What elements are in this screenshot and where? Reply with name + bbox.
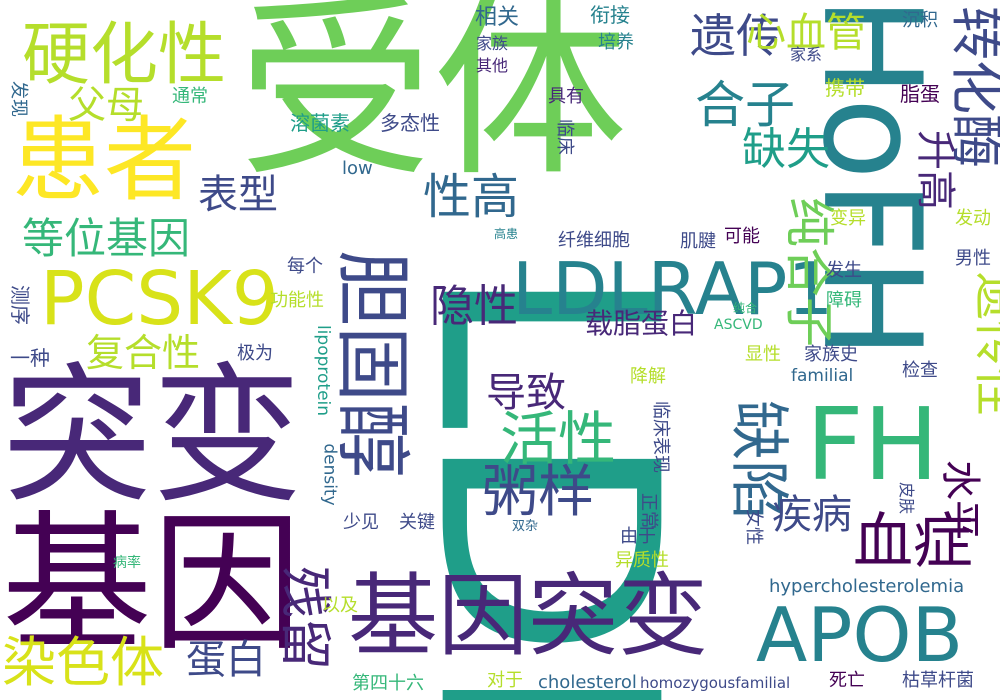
word: 高患 — [494, 227, 519, 241]
word: 培养 — [598, 32, 634, 53]
word: 水平 — [937, 460, 983, 540]
word: 残留 — [274, 565, 335, 671]
word: 纯合 — [733, 301, 758, 315]
word: 导致 — [486, 370, 566, 416]
word: 蛋白 — [186, 637, 266, 683]
word: low — [342, 158, 373, 179]
word: 双杂 — [512, 519, 539, 534]
word: 胆固醇 — [328, 250, 417, 478]
word: 发现 — [8, 81, 29, 117]
word: 发动 — [955, 208, 991, 229]
word: 脂蛋 — [900, 82, 940, 106]
word: 复合性 — [86, 331, 201, 375]
word: 病率 — [113, 555, 141, 571]
word: 活性 — [500, 405, 617, 473]
word: ASCVD — [714, 317, 763, 333]
word: 受体 — [238, 0, 628, 203]
word: 正常 — [638, 493, 659, 529]
word: 隐性 — [430, 281, 518, 332]
word: 疾病 — [772, 492, 852, 538]
word: 死亡 — [829, 670, 865, 691]
word: familial — [791, 366, 854, 386]
word: 性高 — [423, 169, 520, 225]
word: 障碍 — [826, 290, 862, 311]
word: 检查 — [902, 360, 938, 381]
word: 关键 — [399, 512, 435, 533]
word: 合子 — [695, 76, 795, 134]
word: 临床表现 — [650, 401, 671, 473]
word: 枯草杆菌 — [902, 670, 974, 691]
word: 第四十六 — [352, 673, 424, 694]
word: hypercholesterolemia — [769, 576, 965, 597]
word: 发生 — [826, 260, 862, 281]
word: 男性 — [955, 248, 991, 269]
word: 以及 — [322, 595, 358, 616]
word: 升高 — [912, 130, 958, 210]
word: density — [319, 443, 340, 506]
word: 多态性 — [380, 111, 440, 135]
word: 携带 — [825, 76, 865, 100]
word: 家族 — [476, 34, 509, 53]
word: 极为 — [237, 343, 273, 364]
word: 遗传性 — [969, 271, 1000, 417]
word: 纤维细胞 — [558, 230, 630, 251]
word: 显性 — [745, 344, 781, 365]
word: 变异 — [830, 208, 866, 229]
word: 硬化性 — [22, 16, 227, 95]
word: 女性 — [743, 509, 764, 545]
word: 溶菌素 — [290, 111, 350, 135]
word: PCSK9 — [40, 256, 279, 342]
word: APOB — [756, 591, 964, 679]
word: 肌腱 — [680, 231, 716, 252]
word: 皮肤 — [897, 481, 917, 515]
word: LDLRAP1 — [512, 247, 834, 331]
word: 心血管 — [746, 10, 866, 56]
word: 遗传 — [690, 9, 782, 63]
word: 异质性 — [615, 550, 669, 571]
word: 对于 — [487, 670, 523, 691]
word: 染色体 — [2, 631, 164, 694]
word: 沉积 — [902, 10, 938, 31]
word: 父母 — [68, 83, 145, 127]
word: 患者 — [12, 107, 197, 214]
word: 通常 — [172, 86, 208, 107]
word: 少见 — [343, 512, 379, 533]
word: cholesterol — [538, 672, 637, 693]
word: 测序 — [8, 285, 32, 325]
word: homozygousfamilial — [640, 674, 791, 692]
word: lipoprotein — [313, 324, 334, 417]
word: 临床 — [554, 119, 575, 155]
word: 等位基因 — [22, 214, 191, 263]
word: 其他 — [476, 56, 509, 75]
word: 基因突变 — [348, 564, 708, 669]
word: 可能 — [724, 226, 760, 247]
word: 粥样 — [482, 460, 594, 525]
word: 家族史 — [804, 344, 858, 365]
word: 突变 — [2, 350, 303, 524]
word: 载脂蛋白 — [585, 307, 698, 340]
word: 由于 — [620, 526, 656, 547]
word: 基因 — [2, 498, 303, 672]
word: 衔接 — [590, 3, 630, 27]
word: 表型 — [198, 172, 278, 218]
word: 缺失 — [742, 124, 830, 175]
word: 具有 — [548, 86, 584, 107]
word: 降解 — [630, 366, 666, 387]
word: FH — [806, 386, 939, 503]
word: 功能性 — [270, 290, 324, 311]
word: 一种 — [10, 346, 50, 370]
word: 相关 — [475, 5, 520, 30]
word: 家系 — [790, 45, 823, 64]
word: 每个 — [287, 256, 323, 277]
word: 血症 — [853, 507, 973, 577]
